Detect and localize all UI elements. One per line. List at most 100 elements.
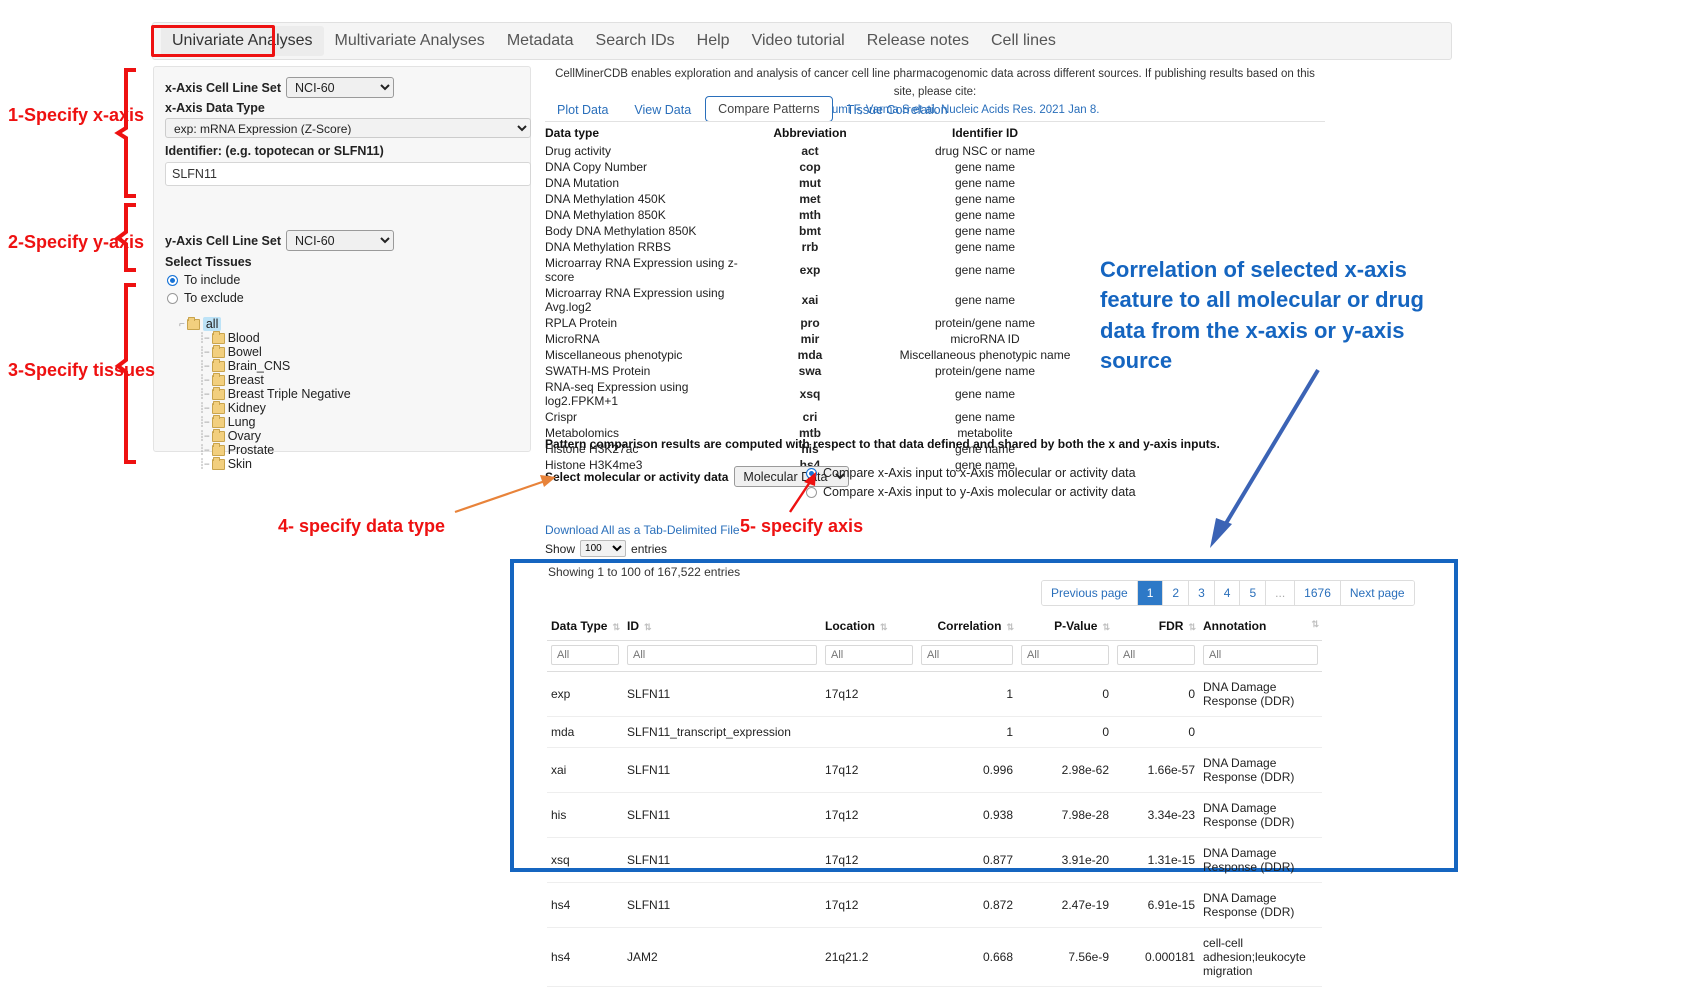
nav-item-search-ids[interactable]: Search IDs (595, 32, 675, 49)
compare-x-to-x-row[interactable]: Compare x-Axis input to x-Axis molecular… (806, 466, 1136, 480)
datatype-identifier: protein/gene name (934, 364, 1036, 378)
table-row[interactable]: exp SLFN11 17q12 1 0 0 DNA Damage Response (DD… (547, 671, 1322, 717)
sort-icon[interactable]: ⇅ (1006, 622, 1014, 632)
page-button-last[interactable]: 1676 (1295, 581, 1341, 605)
tree-item-brain-cns[interactable]: ┊-- Brain_CNS (199, 358, 519, 373)
nav-item-release-notes[interactable]: Release notes (866, 32, 969, 49)
sort-icon[interactable]: ⇅ (1311, 619, 1318, 629)
page-button-5[interactable]: 5 (1240, 581, 1267, 605)
datatype-row: DNA Mutation mut gene name (545, 175, 1105, 191)
nav-item-help[interactable]: Help (696, 32, 730, 49)
sort-icon[interactable]: ⇅ (612, 622, 620, 632)
filter-input-correlation[interactable] (921, 645, 1014, 665)
page-button-1[interactable]: 1 (1137, 581, 1164, 605)
nav-item-cell-lines[interactable]: Cell lines (990, 32, 1056, 49)
results-col-correlation[interactable]: Correlation ⇅ (917, 612, 1018, 641)
filter-cell-correlation[interactable] (917, 640, 1018, 672)
to-include-radio[interactable] (167, 274, 178, 286)
filter-input-fdr[interactable] (1117, 645, 1196, 665)
annotation-step-5: 5- specify axis (740, 516, 864, 536)
x-axis-data-type-select[interactable]: exp: mRNA Expression (Z-Score) (165, 118, 531, 138)
datatype-identifier: gene name (954, 263, 1016, 277)
tree-item-kidney[interactable]: ┊-- Kidney (199, 400, 519, 415)
table-row[interactable]: his SLFN11 17q12 0.938 7.98e-28 3.34e-23 DNA D… (547, 792, 1322, 838)
to-include-radio-row[interactable]: To include (167, 273, 519, 287)
page-button-2[interactable]: 2 (1163, 581, 1190, 605)
molecular-activity-data-select[interactable]: Molecular Data (734, 466, 850, 487)
nav-item-metadata[interactable]: Metadata (506, 32, 574, 49)
table-row[interactable]: hs4 SLFN11 17q12 0.872 2.47e-19 6.91e-15 DNA D… (547, 882, 1322, 928)
tree-item-ovary[interactable]: ┊-- Ovary (199, 428, 519, 443)
folder-icon (211, 414, 225, 428)
filter-cell-id[interactable] (623, 640, 822, 672)
table-row[interactable]: xai SLFN11 17q12 0.996 2.98e-62 1.66e-57 DNA D… (547, 747, 1322, 793)
datatype-row: Miscellaneous phenotypic mda Miscellaneous… (545, 347, 1105, 363)
x-axis-cell-line-set-select[interactable]: NCI-60 (286, 77, 395, 98)
entries-per-page-select[interactable]: 100 (580, 540, 627, 557)
filter-input-id[interactable] (627, 645, 818, 665)
nav-item-univariate-analyses[interactable]: Univariate Analyses (161, 26, 324, 56)
nav-item-video-tutorial[interactable]: Video tutorial (751, 32, 845, 49)
datatype-abbrev: exp (799, 263, 821, 277)
tree-item-skin[interactable]: ┊-- Skin (199, 456, 519, 471)
tree-item-prostate[interactable]: ┊-- Prostate (199, 442, 519, 457)
sort-icon[interactable]: ⇅ (1102, 622, 1110, 632)
to-include-label: To include (184, 273, 241, 287)
results-col-fdr[interactable]: FDR ⇅ (1113, 612, 1200, 641)
page-button-3[interactable]: 3 (1189, 581, 1215, 605)
compare-x-to-y-row[interactable]: Compare x-Axis input to y-Axis molecular… (806, 485, 1136, 499)
datatype-name: Histone H3K4me3 (545, 458, 643, 472)
next-page-button[interactable]: Next page (1340, 581, 1414, 605)
results-col-location[interactable]: Location ⇅ (821, 612, 918, 641)
to-exclude-radio[interactable] (167, 292, 178, 304)
filter-cell-fdr[interactable] (1113, 640, 1200, 672)
filter-input-data-type[interactable] (551, 645, 620, 665)
sort-icon[interactable]: ⇅ (644, 622, 651, 632)
results-col-annotation[interactable]: Annotation ⇅ (1199, 612, 1322, 641)
tree-node-all[interactable]: ⌐ all (179, 316, 519, 331)
datatype-identifier: gene name (954, 224, 1016, 238)
citation-link[interactable]: Luna A, Elloumi F, Varma S et al. Nuclei… (770, 103, 1100, 116)
to-exclude-radio-row[interactable]: To exclude (167, 291, 519, 305)
compare-x-to-x-radio[interactable] (806, 467, 817, 479)
identifier-input[interactable] (165, 162, 531, 186)
folder-icon (211, 442, 225, 456)
filter-cell-location[interactable] (821, 640, 918, 672)
results-col-data-type[interactable]: Data Type ⇅ (547, 612, 624, 641)
x-axis-cell-line-set-row: x-Axis Cell Line Set NCI-60 (165, 77, 519, 98)
table-row[interactable]: hs4 JAM2 21q21.2 0.668 7.56e-9 0.000181 cell-c… (547, 927, 1322, 987)
download-tab-delimited-link[interactable]: Download All as a Tab-Delimited File (545, 523, 740, 537)
results-col-id[interactable]: ID ⇅ (623, 612, 822, 641)
page-button-4[interactable]: 4 (1214, 581, 1241, 605)
tree-item-bowel[interactable]: ┊-- Bowel (199, 344, 519, 359)
tab-tissue-correlation[interactable]: Tissue Correlation (846, 103, 948, 117)
tab-view-data[interactable]: View Data (634, 103, 692, 117)
filter-cell-p-value[interactable] (1017, 640, 1114, 672)
tree-expand-icon[interactable]: ⌐ (179, 318, 185, 330)
show-label: Show (545, 541, 576, 556)
tab-plot-data[interactable]: Plot Data (557, 103, 609, 117)
datatype-abbrev: cri (802, 410, 818, 424)
nav-item-multivariate-analyses[interactable]: Multivariate Analyses (334, 32, 485, 49)
previous-page-button[interactable]: Previous page (1042, 581, 1138, 605)
sort-icon[interactable]: ⇅ (880, 622, 887, 632)
filter-cell-data-type[interactable] (547, 640, 624, 672)
table-row[interactable]: mda SLFN11_transcript_expression 1 0 0 (547, 716, 1322, 748)
compare-x-to-y-radio[interactable] (806, 486, 817, 498)
tree-item-lung[interactable]: ┊-- Lung (199, 414, 519, 429)
table-row[interactable]: xsq SLFN11 17q12 0.877 3.91e-20 1.31e-15 DNA D… (547, 837, 1322, 883)
y-axis-cell-line-set-select[interactable]: NCI-60 (286, 230, 395, 251)
filter-input-p-value[interactable] (1021, 645, 1110, 665)
tree-item-breast[interactable]: ┊-- Breast (199, 372, 519, 387)
tree-item-blood[interactable]: ┊-- Blood (199, 330, 519, 345)
filter-input-annotation[interactable] (1203, 645, 1318, 665)
filter-cell-annotation[interactable] (1199, 640, 1322, 672)
tree-item-breast-triple-negative[interactable]: ┊-- Breast Triple Negative (199, 386, 519, 401)
filter-input-location[interactable] (825, 645, 914, 665)
cell-id: SLFN11 (623, 837, 822, 883)
datatype-row: Body DNA Methylation 850K bmt gene name (545, 223, 1105, 239)
tabs-divider (545, 121, 1325, 122)
sort-icon[interactable]: ⇅ (1188, 622, 1196, 632)
tab-compare-patterns[interactable]: Compare Patterns (705, 96, 833, 122)
results-col-p-value[interactable]: P-Value ⇅ (1017, 612, 1114, 641)
